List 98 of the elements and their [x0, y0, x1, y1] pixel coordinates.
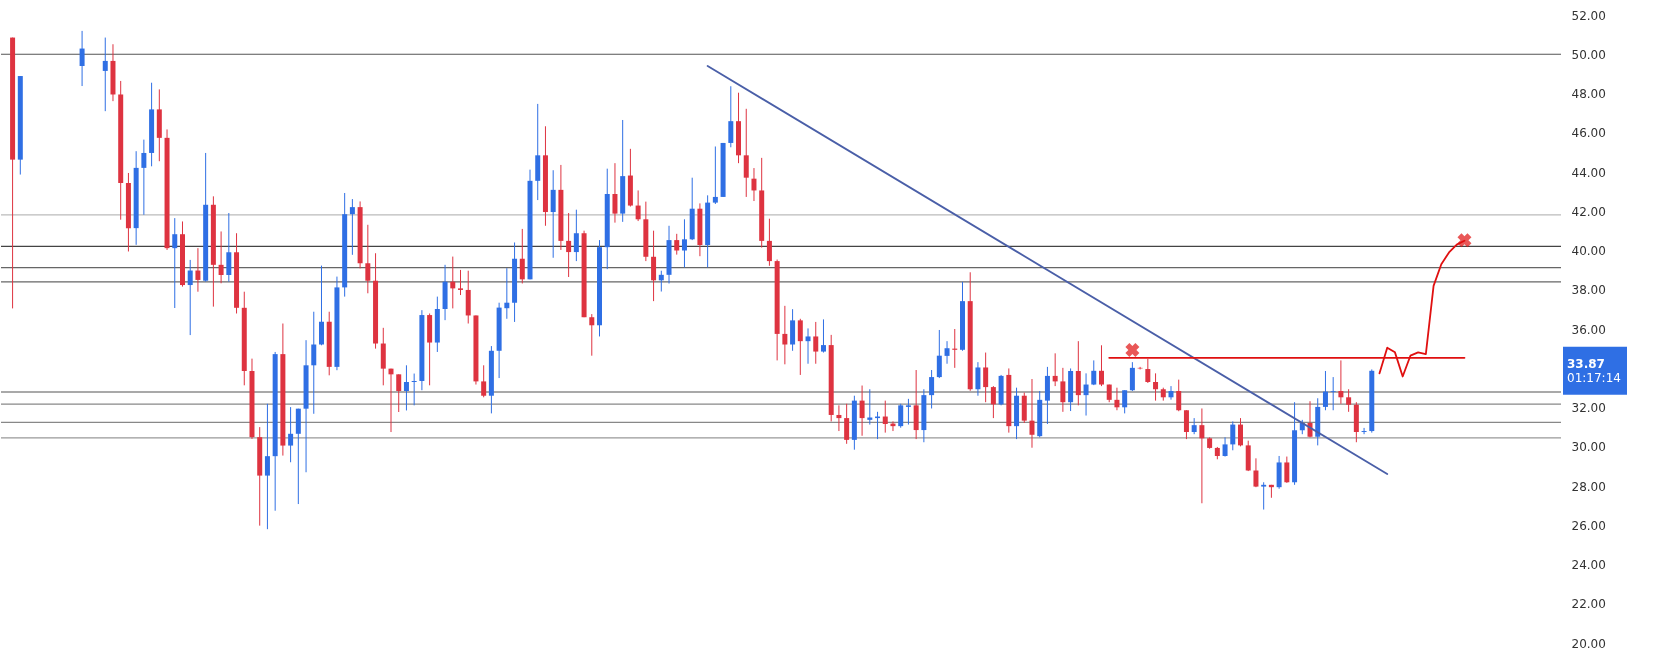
candlestick	[1253, 457, 1259, 488]
candlestick	[550, 169, 556, 259]
candlestick	[1361, 427, 1367, 435]
candlestick	[195, 247, 201, 293]
candlestick	[1129, 361, 1135, 392]
candlestick	[681, 218, 687, 268]
candlestick	[1322, 370, 1328, 411]
candlestick	[411, 373, 417, 406]
candlestick	[349, 198, 355, 256]
candlestick	[288, 406, 294, 463]
y-tick-label: 22.00	[1571, 597, 1606, 612]
candlestick	[1238, 417, 1243, 447]
candlestick	[1338, 359, 1344, 405]
candlestick	[1083, 372, 1089, 417]
candlestick	[1145, 358, 1151, 384]
candlestick	[782, 305, 788, 365]
y-tick-label: 46.00	[1571, 126, 1606, 141]
candlestick	[712, 145, 718, 205]
candlestick	[396, 373, 402, 413]
candlestick	[674, 233, 680, 256]
y-tick-label: 32.00	[1571, 401, 1606, 415]
candlestick	[743, 108, 749, 198]
candlestick	[458, 269, 463, 296]
candlestick	[944, 340, 950, 365]
candlestick	[319, 265, 324, 346]
candlestick	[1122, 389, 1128, 414]
candlestick	[1052, 352, 1058, 387]
candlestick	[844, 403, 850, 445]
candlestick	[1346, 388, 1352, 413]
candlestick	[805, 327, 811, 365]
candlestick	[481, 364, 487, 398]
y-tick-label: 26.00	[1571, 518, 1606, 533]
candlestick	[218, 230, 224, 284]
candlestick	[1330, 376, 1336, 411]
candlestick	[1176, 379, 1182, 412]
candlestick	[172, 217, 178, 309]
candlestick	[898, 403, 904, 429]
candlestick	[990, 385, 996, 419]
candlestick	[1222, 436, 1228, 458]
y-tick-label: 24.00	[1571, 558, 1606, 572]
candlestick	[187, 259, 193, 336]
candlestick	[635, 189, 641, 222]
candlestick	[1114, 387, 1120, 411]
candlestick	[519, 228, 525, 284]
candlestick	[1099, 344, 1104, 387]
candlestick	[226, 212, 232, 283]
candlestick	[1261, 481, 1267, 511]
y-tick-label: 28.00	[1571, 479, 1606, 494]
candlestick	[658, 270, 664, 293]
candlestick	[813, 321, 819, 365]
y-tick-label: 20.00	[1571, 636, 1606, 651]
candlestick	[882, 400, 888, 434]
candlestick	[1199, 407, 1205, 504]
candlestick	[1230, 420, 1236, 451]
candlestick	[651, 230, 657, 302]
y-tick-label: 30.00	[1571, 440, 1606, 455]
candlestick	[589, 313, 595, 357]
candlestick	[504, 267, 510, 320]
candlestick	[264, 403, 270, 530]
candlestick	[820, 318, 826, 354]
candlestick	[1029, 378, 1035, 449]
candlestick	[365, 224, 371, 294]
text: 01:17:14	[1567, 370, 1621, 385]
candlestick	[403, 364, 409, 411]
candlestick	[1153, 372, 1159, 402]
y-tick-label: 48.00	[1571, 87, 1606, 101]
candlestick	[797, 318, 803, 376]
candlestick	[79, 30, 85, 87]
candlestick	[766, 218, 772, 267]
candlestick	[1284, 456, 1290, 484]
candlestick	[728, 85, 734, 148]
y-tick-label: 52.00	[1571, 8, 1606, 23]
candlestick	[141, 139, 147, 216]
candlestick	[975, 361, 981, 397]
candlestick	[836, 404, 842, 432]
candlestick	[929, 369, 935, 409]
y-tick-label: 36.00	[1571, 322, 1606, 337]
candlestick	[859, 385, 865, 437]
y-tick-label: 38.00	[1571, 283, 1606, 298]
candlestick	[936, 329, 942, 379]
y-tick-label: 40.00	[1571, 244, 1606, 258]
candlestick	[566, 212, 572, 278]
candlestick	[102, 37, 108, 112]
text: 33.87	[1567, 356, 1605, 371]
y-tick-label: 50.00	[1571, 47, 1606, 62]
candlestick	[311, 311, 317, 415]
candlestick	[905, 398, 911, 426]
candlestick	[1168, 385, 1174, 401]
candlestick	[751, 167, 757, 202]
y-tick-label: 42.00	[1571, 204, 1606, 219]
candlestick	[573, 209, 579, 262]
y-tick-label: 44.00	[1571, 165, 1606, 180]
candlestick	[983, 352, 989, 403]
candlestick	[1091, 359, 1097, 386]
candlestick	[1060, 367, 1066, 413]
candlestick	[450, 256, 456, 309]
candlestick	[1183, 409, 1189, 440]
candlestick	[612, 162, 618, 224]
